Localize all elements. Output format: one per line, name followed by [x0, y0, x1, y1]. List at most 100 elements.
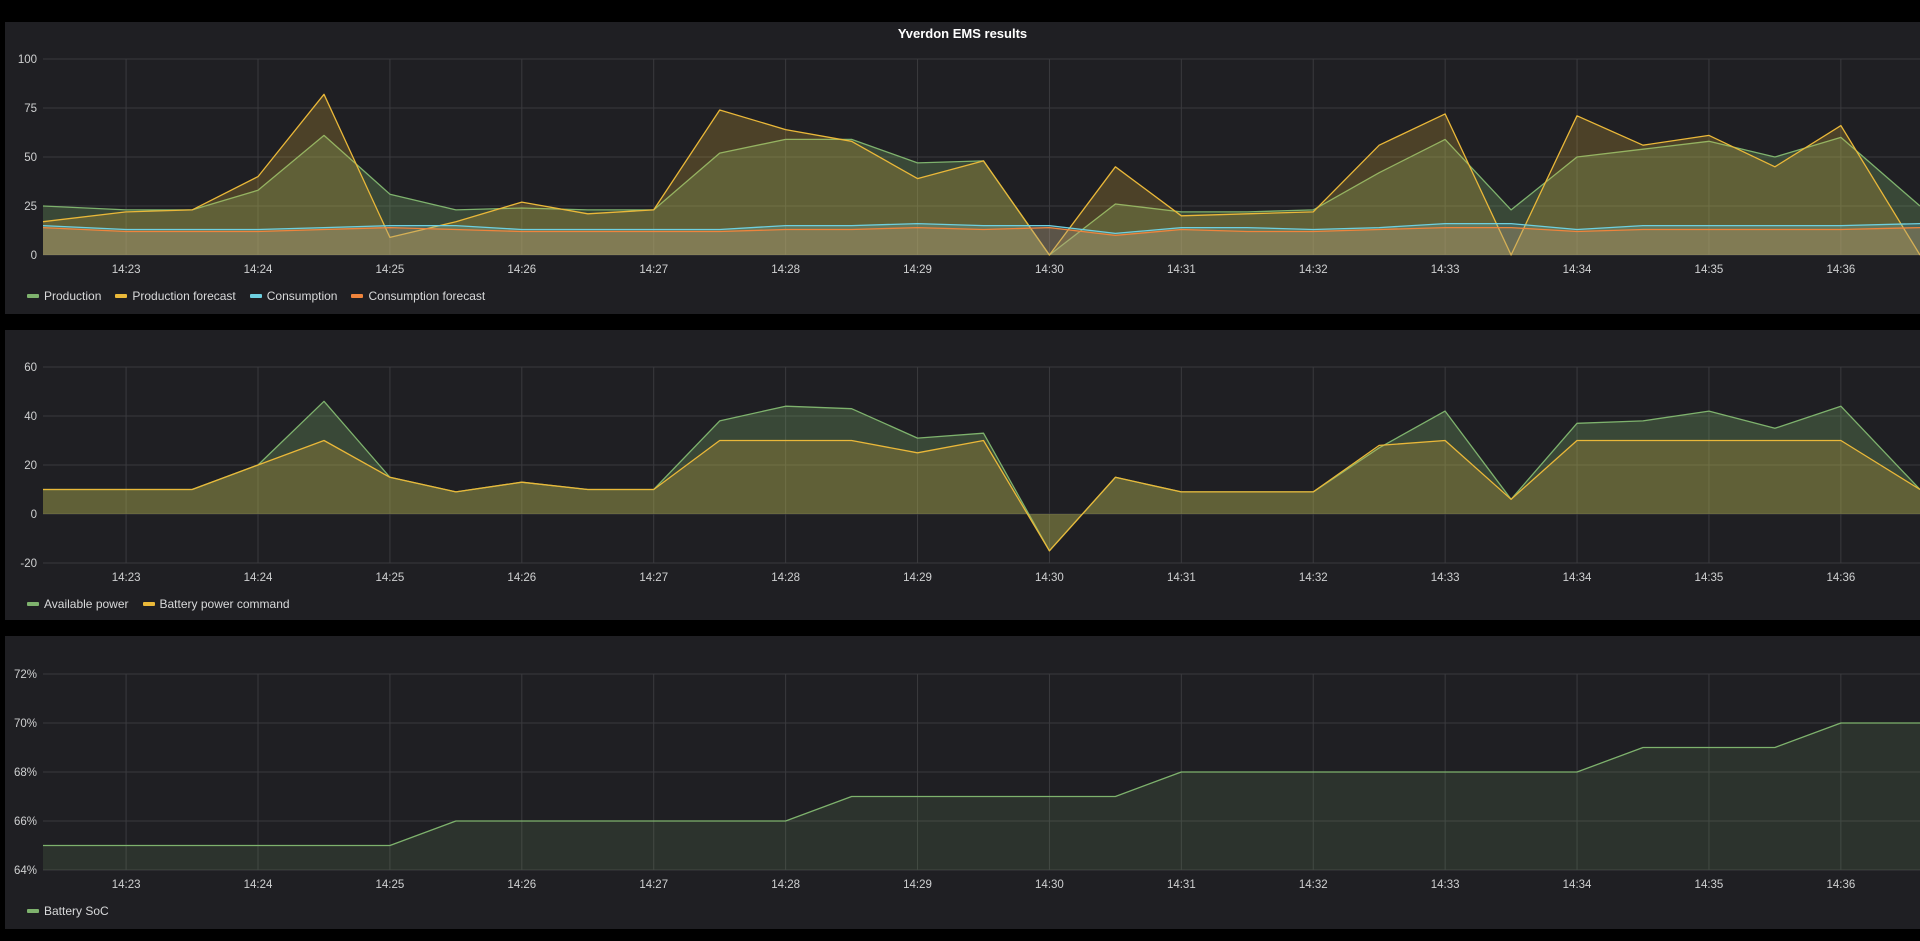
x-tick-label: 14:28	[771, 264, 800, 276]
x-tick-label: 14:32	[1299, 572, 1328, 584]
x-tick-label: 14:33	[1431, 572, 1460, 584]
x-tick-label: 14:35	[1695, 264, 1724, 276]
x-tick-label: 14:27	[639, 572, 668, 584]
x-tick-label: 14:24	[244, 572, 273, 584]
legend-item-battery-power-command[interactable]: Battery power command	[142, 597, 290, 611]
y-tick-label: 70%	[14, 718, 37, 730]
power-chart[interactable]: -20 0 20 40 60 14:23 14:24 14:25 14:26 14:27 14:28…	[5, 330, 1920, 620]
y-tick-label: 20	[24, 460, 37, 472]
legend-swatch	[249, 294, 262, 298]
y-tick-label: -20	[20, 558, 37, 570]
series-line[interactable]	[43, 439, 1920, 552]
x-tick-label: 14:35	[1695, 879, 1724, 891]
legend-label: Production	[44, 289, 102, 303]
x-tick-label: 14:24	[244, 264, 273, 276]
ems-results-panel: Yverdon EMS results 0 25 50 75 100 14:23 14:24…	[5, 22, 1920, 314]
x-tick-label: 14:23	[112, 572, 141, 584]
x-tick-label: 14:25	[376, 264, 405, 276]
y-tick-label: 66%	[14, 816, 37, 828]
x-tick-label: 14:30	[1035, 572, 1064, 584]
legend-swatch	[142, 602, 155, 606]
x-tick-label: 14:25	[376, 879, 405, 891]
legend-swatch	[115, 294, 128, 298]
x-tick-label: 14:26	[507, 264, 536, 276]
legend-swatch	[351, 294, 364, 298]
legend-swatch	[27, 602, 39, 606]
x-tick-label: 14:34	[1563, 879, 1592, 891]
x-tick-label: 14:29	[903, 572, 932, 584]
x-tick-label: 14:34	[1563, 572, 1592, 584]
ems-results-chart[interactable]: 0 25 50 75 100 14:23 14:24 14:25 14:26 14:27 14:28…	[5, 22, 1920, 314]
legend-item-consumption[interactable]: Consumption	[249, 289, 338, 303]
ems-results-legend: Production Production forecast Consumpti…	[27, 289, 485, 303]
legend-swatch	[27, 909, 39, 913]
legend-label: Available power	[44, 597, 129, 611]
legend-item-available-power[interactable]: Available power	[27, 597, 129, 611]
grid	[43, 366, 1920, 564]
legend-label: Consumption	[266, 289, 338, 303]
legend-label: Production forecast	[132, 289, 236, 303]
legend-label: Battery power command	[159, 597, 290, 611]
legend-label: Consumption forecast	[368, 289, 486, 303]
x-tick-label: 14:28	[771, 879, 800, 891]
series-area	[43, 440, 1920, 551]
x-tick-label: 14:32	[1299, 264, 1328, 276]
x-tick-label: 14:27	[639, 264, 668, 276]
y-tick-label: 0	[31, 509, 37, 521]
x-tick-label: 14:31	[1167, 879, 1196, 891]
x-tick-label: 14:30	[1035, 264, 1064, 276]
legend-swatch	[27, 294, 39, 298]
panel-title: Yverdon EMS results	[897, 26, 1028, 41]
x-tick-label: 14:26	[507, 572, 536, 584]
battery-soc-legend: Battery SoC	[27, 904, 109, 918]
legend-item-production-forecast[interactable]: Production forecast	[115, 289, 236, 303]
power-panel: -20 0 20 40 60 14:23 14:24 14:25 14:26 14:27 14:28…	[5, 330, 1920, 620]
x-tick-label: 14:26	[507, 879, 536, 891]
battery-soc-panel: 64% 66% 68% 70% 72% 14:23 14:24 14:25 14:26 14:27…	[5, 636, 1920, 929]
battery-soc-chart[interactable]: 64% 66% 68% 70% 72% 14:23 14:24 14:25 14:26 14:27…	[5, 636, 1920, 929]
series-line[interactable]	[43, 400, 1920, 552]
series-line[interactable]	[42, 226, 1920, 237]
power-legend: Available power Battery power command	[27, 597, 290, 611]
series-area	[43, 135, 1920, 255]
y-tick-label: 68%	[14, 767, 37, 779]
x-tick-label: 14:24	[244, 879, 273, 891]
legend-item-production[interactable]: Production	[27, 289, 101, 303]
series-area	[43, 94, 1920, 255]
x-tick-label: 14:35	[1695, 572, 1724, 584]
x-tick-label: 14:33	[1431, 264, 1460, 276]
y-tick-label: 25	[24, 201, 37, 213]
x-tick-label: 14:30	[1035, 879, 1064, 891]
grid	[43, 58, 1920, 256]
x-tick-label: 14:36	[1826, 572, 1855, 584]
x-tick-label: 14:27	[639, 879, 668, 891]
y-tick-label: 100	[18, 54, 37, 66]
x-tick-label: 14:31	[1167, 264, 1196, 276]
y-tick-label: 75	[24, 103, 37, 115]
legend-item-consumption-forecast[interactable]: Consumption forecast	[351, 289, 485, 303]
x-tick-label: 14:36	[1826, 879, 1855, 891]
y-tick-label: 0	[31, 250, 37, 262]
x-tick-label: 14:28	[771, 572, 800, 584]
x-tick-label: 14:34	[1563, 264, 1592, 276]
legend-item-battery-soc[interactable]: Battery SoC	[27, 904, 109, 918]
y-tick-label: 40	[24, 411, 37, 423]
x-tick-label: 14:32	[1299, 879, 1328, 891]
x-tick-label: 14:29	[903, 264, 932, 276]
y-tick-label: 72%	[14, 669, 37, 681]
y-tick-label: 64%	[14, 865, 37, 877]
x-tick-label: 14:25	[376, 572, 405, 584]
series-line[interactable]	[42, 222, 1920, 235]
x-tick-label: 14:23	[112, 264, 141, 276]
series-area	[43, 227, 1920, 255]
series-line[interactable]	[42, 93, 1920, 256]
series-line[interactable]	[43, 722, 1920, 847]
grid	[43, 673, 1920, 871]
y-tick-label: 60	[24, 362, 37, 374]
x-tick-label: 14:33	[1431, 879, 1460, 891]
x-tick-label: 14:29	[903, 879, 932, 891]
legend-label: Battery SoC	[44, 904, 109, 918]
x-tick-label: 14:23	[112, 879, 141, 891]
x-tick-label: 14:36	[1826, 264, 1855, 276]
x-tick-label: 14:31	[1167, 572, 1196, 584]
